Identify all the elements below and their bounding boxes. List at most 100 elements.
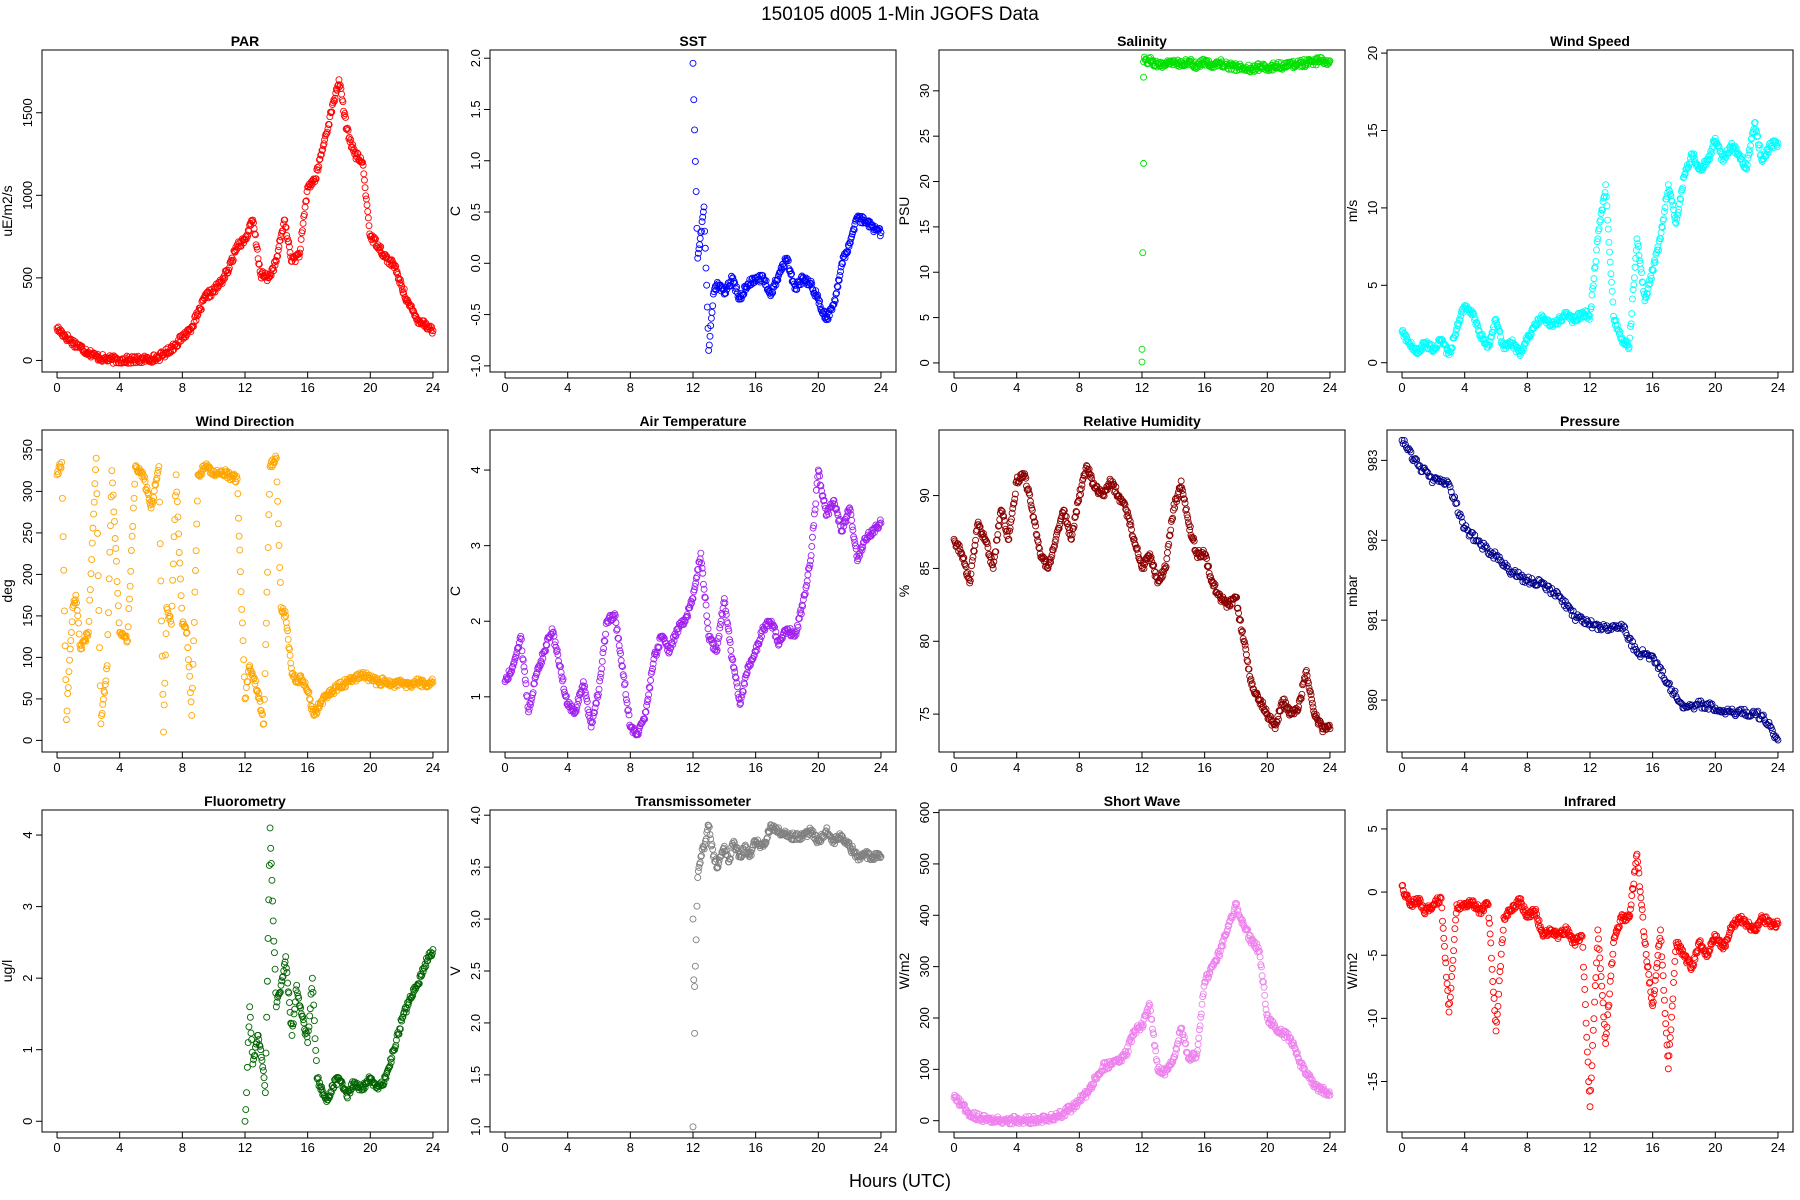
panel-title: Fluorometry (204, 793, 286, 809)
data-point (78, 645, 86, 653)
data-point (173, 488, 181, 496)
x-tick-label: 20 (1260, 380, 1274, 395)
data-point (787, 271, 795, 279)
data-point (1467, 309, 1475, 317)
data-point (176, 559, 184, 567)
data-point (94, 529, 101, 537)
data-point (234, 490, 242, 498)
data-point (99, 695, 107, 703)
data-point (62, 676, 70, 684)
data-point (1612, 317, 1620, 324)
data-point (285, 238, 293, 246)
data-point (243, 1089, 251, 1097)
data-point (175, 530, 183, 538)
data-point (101, 681, 109, 689)
data-point (984, 544, 992, 552)
x-tick-label: 4 (1013, 760, 1020, 775)
data-point (293, 981, 301, 989)
data-point (1645, 281, 1653, 289)
data-point (1748, 134, 1756, 142)
data-point (1672, 219, 1680, 227)
data-point (169, 560, 177, 568)
panel-title: PAR (231, 33, 260, 49)
data-point (701, 227, 709, 235)
data-point (108, 467, 116, 475)
data-point (160, 728, 167, 736)
y-tick-label: 400 (917, 904, 932, 926)
data-point (92, 454, 100, 462)
data-point (93, 490, 101, 498)
data-point (1715, 144, 1723, 151)
y-axis-label: % (896, 585, 912, 597)
data-point (708, 309, 716, 316)
data-point (161, 679, 169, 687)
data-point (1606, 248, 1614, 256)
y-tick-label: 600 (917, 802, 932, 824)
data-point (306, 1012, 314, 1020)
x-tick-label: 12 (686, 380, 700, 395)
data-point (1602, 193, 1610, 201)
data-point (105, 575, 113, 583)
data-point (260, 695, 268, 703)
data-point (56, 463, 64, 471)
data-point (75, 619, 82, 627)
data-point (263, 588, 271, 596)
data-point (360, 176, 368, 184)
panel-title: Air Temperature (639, 413, 746, 429)
data-point (316, 155, 324, 163)
data-point (88, 556, 96, 563)
data-point (848, 516, 856, 524)
data-point (192, 567, 199, 574)
panel-title: Short Wave (1104, 793, 1181, 809)
data-point (365, 222, 373, 230)
data-point (66, 656, 74, 664)
data-point (1497, 333, 1505, 341)
x-tick-label: 12 (686, 1140, 700, 1155)
x-tick-label: 16 (300, 760, 314, 775)
data-point (323, 128, 331, 136)
data-point (1732, 144, 1740, 152)
data-point (124, 623, 132, 631)
data-point (301, 203, 309, 211)
data-point (242, 694, 250, 702)
data-point (1651, 258, 1659, 266)
data-point (168, 602, 176, 610)
data-point (265, 896, 273, 904)
data-point (256, 697, 264, 705)
data-point (1676, 195, 1684, 202)
data-point (1140, 73, 1148, 81)
x-tick-label: 24 (1323, 1140, 1337, 1155)
data-point (1597, 209, 1605, 217)
data-point (692, 188, 700, 195)
x-tick-label: 0 (950, 1140, 957, 1155)
data-point (106, 548, 114, 556)
data-point (262, 641, 270, 649)
x-tick-label: 20 (1708, 380, 1722, 395)
x-tick-label: 4 (116, 380, 123, 395)
data-point (167, 620, 175, 628)
data-point (1521, 340, 1529, 348)
data-point (242, 684, 250, 692)
x-tick-label: 16 (1197, 1140, 1211, 1155)
data-point (245, 1023, 253, 1031)
data-point (1677, 195, 1685, 203)
y-tick-label: 10 (1365, 201, 1380, 215)
plot-frame (1386, 49, 1794, 373)
data-point (1593, 246, 1600, 254)
plot-frame (938, 809, 1346, 1133)
data-point (72, 591, 80, 599)
data-point (111, 535, 119, 542)
y-tick-label: 2 (468, 618, 483, 625)
data-point (312, 1046, 320, 1054)
data-point (1608, 287, 1616, 295)
x-tick-label: 0 (53, 760, 60, 775)
data-point (876, 232, 884, 240)
x-tick-label: 12 (238, 380, 252, 395)
data-point (707, 322, 715, 330)
data-point (98, 710, 106, 717)
x-tick-label: 24 (426, 760, 440, 775)
data-point (832, 290, 840, 298)
